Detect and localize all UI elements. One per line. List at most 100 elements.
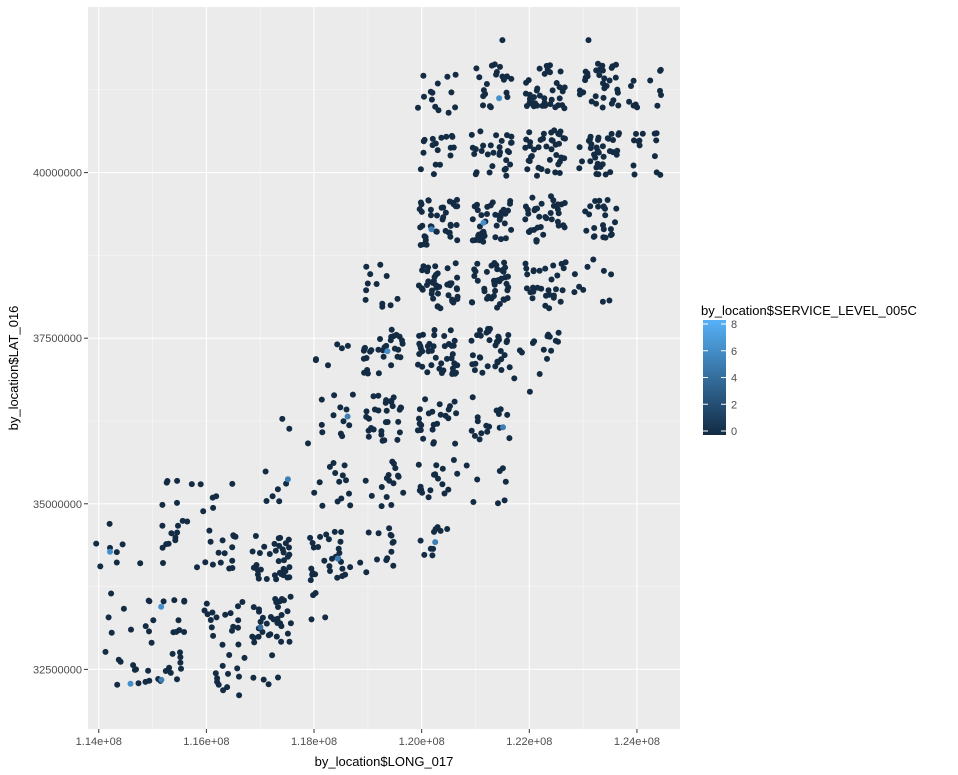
data-point (251, 634, 257, 641)
data-point (430, 343, 437, 350)
data-point (253, 562, 260, 568)
data-point (117, 658, 124, 665)
data-point (557, 68, 564, 75)
data-point (260, 676, 267, 683)
data-point (501, 352, 508, 359)
data-point (146, 598, 153, 605)
data-point (398, 404, 405, 411)
data-point (184, 518, 191, 525)
data-point (474, 201, 480, 208)
data-point (285, 536, 292, 543)
data-point (235, 641, 242, 648)
data-point (363, 355, 370, 361)
data-point (210, 504, 217, 511)
data-point (631, 137, 637, 144)
data-point (227, 610, 234, 617)
data-point (500, 268, 507, 275)
data-point (613, 205, 620, 212)
data-point (536, 371, 543, 377)
data-point (534, 172, 540, 179)
data-point (593, 171, 600, 177)
data-point (433, 462, 440, 469)
data-point (432, 161, 439, 168)
data-point (419, 363, 426, 370)
data-point (217, 559, 224, 566)
data-point (477, 332, 484, 339)
data-point (614, 89, 621, 96)
data-point (375, 407, 382, 414)
data-point (615, 102, 622, 109)
data-point (362, 477, 369, 484)
data-point (559, 88, 566, 95)
data-point (607, 232, 614, 239)
data-point (357, 559, 364, 566)
data-point (262, 468, 269, 475)
data-point (658, 92, 664, 98)
data-point (286, 564, 293, 571)
data-point (230, 532, 237, 539)
data-point (400, 489, 407, 496)
data-point (599, 161, 606, 168)
data-point (417, 343, 424, 350)
data-point (204, 611, 211, 618)
data-point (555, 222, 562, 229)
data-point (500, 424, 506, 431)
data-point (502, 478, 509, 485)
data-point (207, 538, 214, 545)
data-point (361, 369, 368, 376)
data-point (592, 154, 599, 161)
data-point (483, 268, 490, 275)
data-point (137, 560, 144, 567)
data-point (447, 152, 454, 159)
data-point (492, 287, 499, 294)
legend-title: by_location$SERVICE_LEVEL_005C (701, 303, 917, 318)
data-point (452, 104, 459, 111)
data-point (388, 362, 395, 369)
data-point (432, 103, 439, 110)
data-point (158, 603, 165, 610)
data-point (194, 564, 200, 571)
data-point (387, 302, 394, 309)
data-point (559, 287, 566, 294)
data-point (576, 165, 583, 172)
data-point (429, 135, 436, 142)
data-point (488, 62, 495, 69)
data-point (445, 292, 452, 299)
data-point (468, 131, 475, 138)
data-point (377, 336, 383, 342)
data-point (188, 481, 195, 488)
data-point (338, 495, 345, 502)
data-point (487, 202, 494, 209)
data-point (208, 624, 215, 631)
data-point (496, 278, 503, 285)
data-point (276, 569, 283, 576)
data-point (416, 415, 422, 422)
data-point (552, 169, 559, 176)
data-point (113, 559, 120, 566)
data-point (590, 256, 597, 263)
data-point (547, 210, 554, 216)
data-point (560, 222, 567, 229)
data-point (442, 227, 449, 234)
data-point (442, 209, 449, 216)
data-point (286, 544, 292, 551)
data-point (474, 476, 481, 483)
data-point (250, 674, 257, 681)
data-point (234, 665, 241, 672)
data-point (282, 568, 289, 575)
data-point (508, 139, 515, 146)
data-point (448, 342, 455, 349)
data-point (365, 433, 372, 440)
legend-ticks: 0 2 4 6 8 (703, 319, 737, 438)
data-point (284, 630, 291, 637)
data-point (498, 137, 505, 144)
data-point (550, 294, 557, 301)
data-point (394, 295, 401, 302)
data-point (478, 148, 485, 154)
data-point (270, 616, 277, 623)
data-point (384, 419, 391, 425)
data-point (433, 284, 440, 291)
data-point (375, 392, 382, 399)
x-tick-label: 1.16e+08 (183, 736, 229, 748)
data-point (471, 432, 478, 439)
